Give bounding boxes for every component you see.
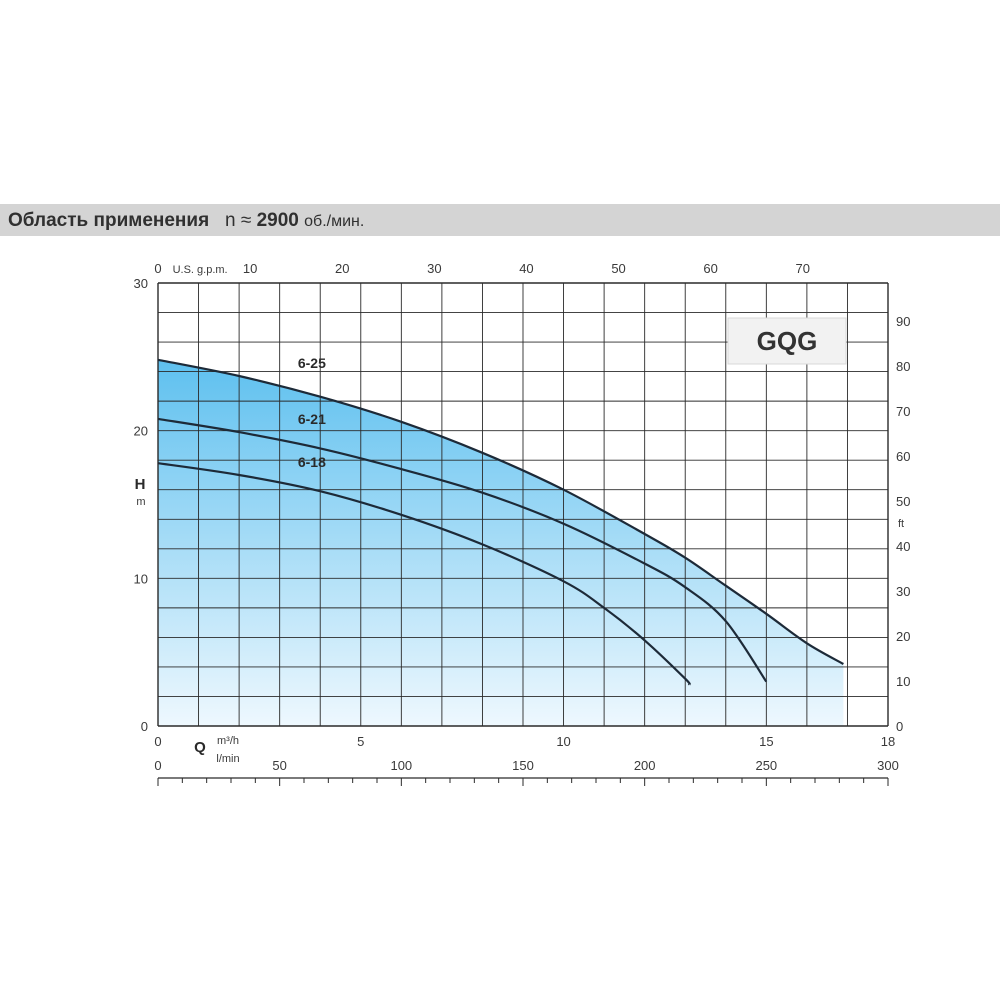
y-axis-letter: H: [135, 476, 146, 493]
curve-label-6-18: 6-18: [298, 454, 326, 470]
lmin-tick-label: 150: [512, 758, 534, 773]
ft-tick-label: 90: [896, 314, 910, 329]
ft-axis-unit: ft: [898, 518, 904, 530]
q-tick-label: 10: [556, 734, 570, 749]
series-box: GQG: [727, 317, 847, 365]
lmin-tick-label: 100: [390, 758, 412, 773]
header-title: Область применения n ≈ 2900 об./мин.: [8, 210, 364, 232]
ft-tick-label: 80: [896, 359, 910, 374]
gpm-axis-unit: U.S. g.p.m.: [173, 264, 228, 276]
ft-tick-label: 20: [896, 629, 910, 644]
y-axis-unit: m: [136, 496, 145, 508]
ft-tick-label: 40: [896, 539, 910, 554]
gpm-tick-label: 10: [243, 261, 257, 276]
lmin-tick-label: 300: [877, 758, 899, 773]
ft-tick-label: 10: [896, 674, 910, 689]
curve-label-6-21: 6-21: [298, 411, 326, 427]
ft-tick-label: 30: [896, 584, 910, 599]
y-tick-label: 20: [134, 424, 148, 439]
lmin-tick-label: 50: [272, 758, 286, 773]
q-tick-label: 5: [357, 734, 364, 749]
gpm-tick-label: 0: [154, 261, 161, 276]
ft-tick-label: 70: [896, 404, 910, 419]
speed-unit: об./мин.: [304, 213, 365, 230]
q-tick-label: 18: [881, 734, 895, 749]
curve-6-25: [157, 358, 844, 665]
ft-tick-label: 0: [896, 719, 903, 734]
y-tick-label: 0: [141, 719, 148, 734]
x-axis-unit-m3h: m³/h: [217, 735, 239, 747]
ft-tick-label: 50: [896, 494, 910, 509]
y-tick-label: 30: [134, 276, 148, 291]
y-tick-label: 10: [134, 571, 148, 586]
curve-6-18: [157, 462, 691, 686]
curve-6-21: [157, 417, 768, 683]
header-title-text: Область применения: [8, 210, 210, 231]
gpm-tick-label: 70: [796, 261, 810, 276]
application-area: [158, 359, 844, 726]
q-tick-label: 15: [759, 734, 773, 749]
lmin-tick-label: 250: [755, 758, 777, 773]
header-bar: Область применения n ≈ 2900 об./мин.: [0, 204, 1000, 236]
gpm-tick-label: 50: [611, 261, 625, 276]
curve-label-6-25: 6-25: [298, 355, 326, 371]
speed-value: 2900: [256, 210, 299, 231]
x-axis-unit-lmin: l/min: [216, 753, 239, 765]
gpm-tick-label: 40: [519, 261, 533, 276]
lmin-tick-label: 200: [634, 758, 656, 773]
ft-tick-label: 60: [896, 449, 910, 464]
gpm-tick-label: 60: [703, 261, 717, 276]
gpm-tick-label: 30: [427, 261, 441, 276]
q-tick-label: 0: [154, 734, 161, 749]
speed-symbol: n ≈: [225, 210, 252, 231]
gpm-tick-label: 20: [335, 261, 349, 276]
series-box-label: GQG: [757, 326, 818, 356]
lmin-tick-label: 0: [154, 758, 161, 773]
x-axis-letter: Q: [194, 739, 206, 756]
